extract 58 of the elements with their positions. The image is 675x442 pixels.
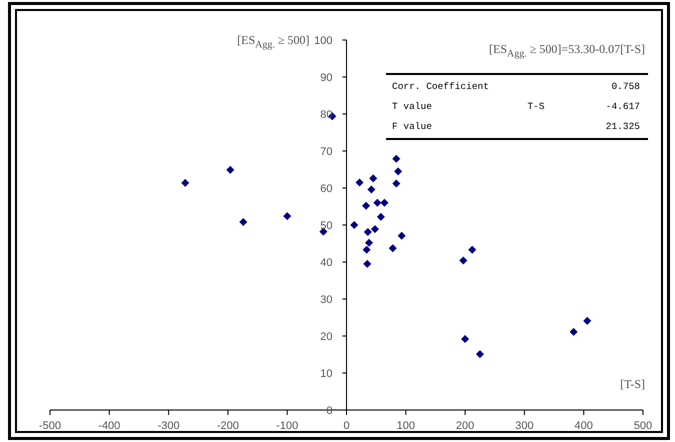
point bbox=[570, 328, 578, 336]
y-tick-label: 30 bbox=[320, 294, 332, 306]
point bbox=[226, 166, 234, 174]
x-tick-label: -500 bbox=[38, 420, 62, 432]
point bbox=[394, 167, 402, 176]
point bbox=[370, 225, 379, 234]
annotation: [ES$_{Agg.}$ ≥ 500]=53.30-0.07[T-S] bbox=[489, 42, 645, 60]
point bbox=[583, 316, 592, 325]
point bbox=[392, 154, 400, 163]
annotation: -4.617 bbox=[606, 101, 640, 112]
point bbox=[362, 246, 371, 254]
point bbox=[392, 180, 400, 188]
x-tick-label: 200 bbox=[456, 420, 474, 432]
annotation: Corr. Coefficient bbox=[392, 81, 489, 92]
point bbox=[283, 212, 292, 220]
x-tick-label: -100 bbox=[276, 420, 298, 432]
annotation: 0.758 bbox=[611, 81, 640, 92]
annotation: 21.325 bbox=[606, 121, 640, 132]
point bbox=[350, 221, 358, 229]
y-tick-label: 10 bbox=[320, 368, 332, 380]
point bbox=[369, 174, 378, 182]
y-tick-label: 90 bbox=[320, 72, 332, 84]
x-tick-label: 100 bbox=[396, 420, 415, 432]
point bbox=[476, 350, 484, 358]
point bbox=[239, 218, 248, 226]
point bbox=[181, 178, 190, 187]
annotation: F value bbox=[392, 121, 432, 132]
x-tick-label: 300 bbox=[515, 420, 534, 432]
point bbox=[461, 334, 470, 343]
point bbox=[388, 244, 397, 252]
point bbox=[356, 178, 364, 186]
point bbox=[367, 185, 376, 194]
point bbox=[468, 246, 476, 254]
annotation: T value bbox=[392, 101, 432, 112]
x-tick-label: 500 bbox=[634, 420, 652, 432]
point bbox=[376, 212, 385, 221]
point bbox=[380, 198, 388, 207]
point bbox=[459, 256, 468, 265]
point bbox=[364, 228, 372, 236]
x-tick-label: 0 bbox=[343, 420, 350, 432]
point bbox=[373, 198, 382, 207]
y-tick-label: 100 bbox=[314, 34, 332, 47]
y-tick-label: 20 bbox=[320, 330, 332, 343]
point bbox=[362, 202, 370, 210]
x-tick-label: -300 bbox=[158, 420, 180, 432]
annotation: T-S bbox=[527, 101, 545, 112]
y-axis-title: [ES$_{Agg.}$ ≥ 500] bbox=[237, 33, 310, 50]
y-tick-label: 60 bbox=[320, 182, 332, 195]
x-axis-title: [T-S] bbox=[620, 377, 645, 392]
y-tick-label: 50 bbox=[320, 220, 332, 232]
point bbox=[365, 238, 374, 247]
y-tick-label: 70 bbox=[320, 146, 332, 158]
y-tick-label: 40 bbox=[320, 256, 332, 269]
x-tick-label: -400 bbox=[98, 420, 120, 432]
x-tick-label: 400 bbox=[574, 420, 593, 432]
x-tick-label: -200 bbox=[216, 420, 239, 432]
point bbox=[398, 232, 406, 240]
point bbox=[363, 260, 372, 268]
